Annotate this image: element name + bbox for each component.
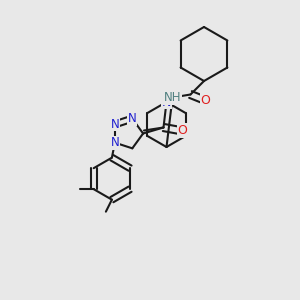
Text: N: N <box>128 112 137 125</box>
Text: N: N <box>110 118 119 131</box>
Text: N: N <box>162 95 171 109</box>
Text: O: O <box>178 124 187 137</box>
Text: NH: NH <box>164 91 181 104</box>
Text: O: O <box>201 94 210 107</box>
Text: N: N <box>110 136 119 149</box>
